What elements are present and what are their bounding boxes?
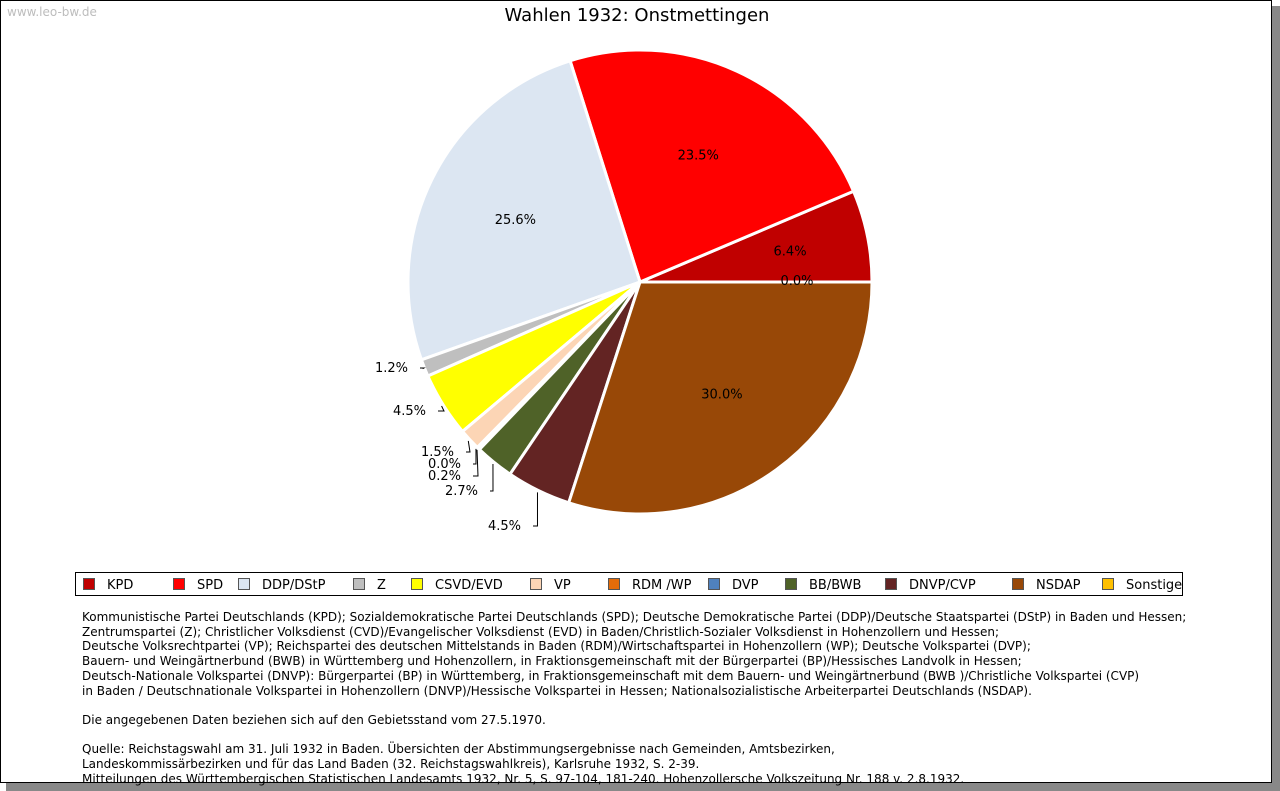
leader-line — [490, 464, 494, 492]
legend-swatch — [1102, 578, 1114, 590]
footnotes: Kommunistische Partei Deutschlands (KPD)… — [82, 610, 1232, 786]
slice-label-ddp-dstp: 25.6% — [495, 213, 536, 228]
pie-slice-ddp-dstp — [406, 59, 642, 362]
slice-label-kpd: 6.4% — [774, 244, 807, 259]
legend-swatch — [1012, 578, 1024, 590]
footnote-line: Die angegebenen Daten beziehen sich auf … — [82, 712, 546, 727]
footnote-line: Landeskommissärbezirken und für das Land… — [82, 757, 700, 771]
leader-line — [438, 405, 445, 412]
legend-item-nsdap: NSDAP — [1012, 578, 1081, 593]
legend-label: NSDAP — [1036, 578, 1081, 593]
footnote-line: Quelle: Reichstagswahl am 31. Juli 1932 … — [82, 742, 835, 757]
pie-chart: 6.4%23.5%25.6%1.2%4.5%1.5%0.0%0.2%2.7%4.… — [375, 48, 874, 534]
footnote-line — [82, 728, 1232, 743]
legend-swatch — [238, 578, 250, 590]
footnote-line: Mitteilungen des Württembergischen Stati… — [82, 771, 965, 786]
legend-swatch — [785, 578, 797, 590]
leader-line — [420, 367, 426, 370]
slice-label-nsdap: 30.0% — [701, 388, 742, 403]
legend-item-bb-bwb: BB/BWB — [785, 578, 862, 593]
leader-line — [533, 492, 538, 527]
slice-label-spd: 23.5% — [678, 149, 719, 164]
footnote-line: Deutsche Volksrechtpartei (VP); Reichspa… — [82, 639, 1031, 654]
legend-swatch — [708, 578, 720, 590]
legend-swatch — [411, 578, 423, 590]
footnote-line: Deutsch-Nationale Volkspartei (DNVP): Bü… — [82, 668, 1140, 683]
legend-swatch — [173, 578, 185, 590]
legend-item-kpd: KPD — [83, 578, 134, 593]
legend-item-rdm-wp: RDM /WP — [608, 578, 692, 593]
legend-swatch — [353, 578, 365, 590]
legend-label: DVP — [732, 578, 759, 593]
footnote-line: Zentrumspartei (Z); Christlicher Volksdi… — [82, 624, 1000, 639]
slice-label-sonstige: 0.0% — [780, 274, 813, 289]
legend-label: BB/BWB — [809, 578, 862, 593]
legend-swatch — [83, 578, 95, 590]
frame-shadow-bottom — [6, 783, 1280, 791]
slice-label-vp: 1.5% — [421, 445, 454, 460]
legend-item-z: Z — [353, 578, 386, 593]
leader-line — [473, 449, 479, 477]
footnote-line: Bauern- und Weingärtnerbund (BWB) in Wür… — [82, 654, 1022, 669]
footnote-line — [82, 698, 1232, 713]
leader-line — [473, 448, 477, 465]
legend-label: Sonstige — [1126, 578, 1183, 593]
legend-label: KPD — [107, 578, 134, 593]
legend-label: Z — [377, 578, 386, 593]
legend-swatch — [885, 578, 897, 590]
legend-label: SPD — [197, 578, 224, 593]
legend-item-dvp: DVP — [708, 578, 759, 593]
slice-label-dnvp-cvp: 4.5% — [488, 519, 521, 534]
legend-item-sonstige: Sonstige — [1102, 578, 1183, 593]
legend-item-spd: SPD — [173, 578, 224, 593]
legend-item-csvd-evd: CSVD/EVD — [411, 578, 503, 593]
slice-label-bb-bwb: 2.7% — [445, 484, 478, 499]
chart-title: Wahlen 1932: Onstmettingen — [504, 5, 770, 26]
legend-item-ddp-dstp: DDP/DStP — [238, 578, 326, 593]
legend-swatch — [608, 578, 620, 590]
pie-slice-spd — [568, 48, 856, 284]
slice-label-csvd-evd: 4.5% — [393, 404, 426, 419]
watermark: www.leo-bw.de — [7, 5, 97, 19]
legend-label: VP — [554, 578, 571, 593]
legend-label: CSVD/EVD — [435, 578, 503, 593]
legend-item-vp: VP — [530, 578, 571, 593]
slice-label-rdm-wp: 0.0% — [428, 457, 461, 472]
slice-label-z: 1.2% — [375, 361, 408, 376]
legend-label: RDM /WP — [632, 578, 692, 593]
frame-shadow-right — [1272, 6, 1280, 791]
slice-label-dvp: 0.2% — [428, 469, 461, 484]
legend-label: DDP/DStP — [262, 578, 326, 593]
legend-item-dnvp-cvp: DNVP/CVP — [885, 578, 976, 593]
pie-slice-nsdap — [567, 280, 874, 516]
legend-swatch — [530, 578, 542, 590]
chart-legend: KPD SPD DDP/DStP Z CSVD/EVD VP RDM /WP DVP BB/BW… — [75, 572, 1183, 596]
footnote-line: in Baden / Deutschnationale Volkspartei … — [82, 683, 1032, 698]
footnote-line: Kommunistische Partei Deutschlands (KPD)… — [82, 610, 1187, 624]
leader-line — [466, 440, 471, 453]
legend-label: DNVP/CVP — [909, 578, 976, 593]
